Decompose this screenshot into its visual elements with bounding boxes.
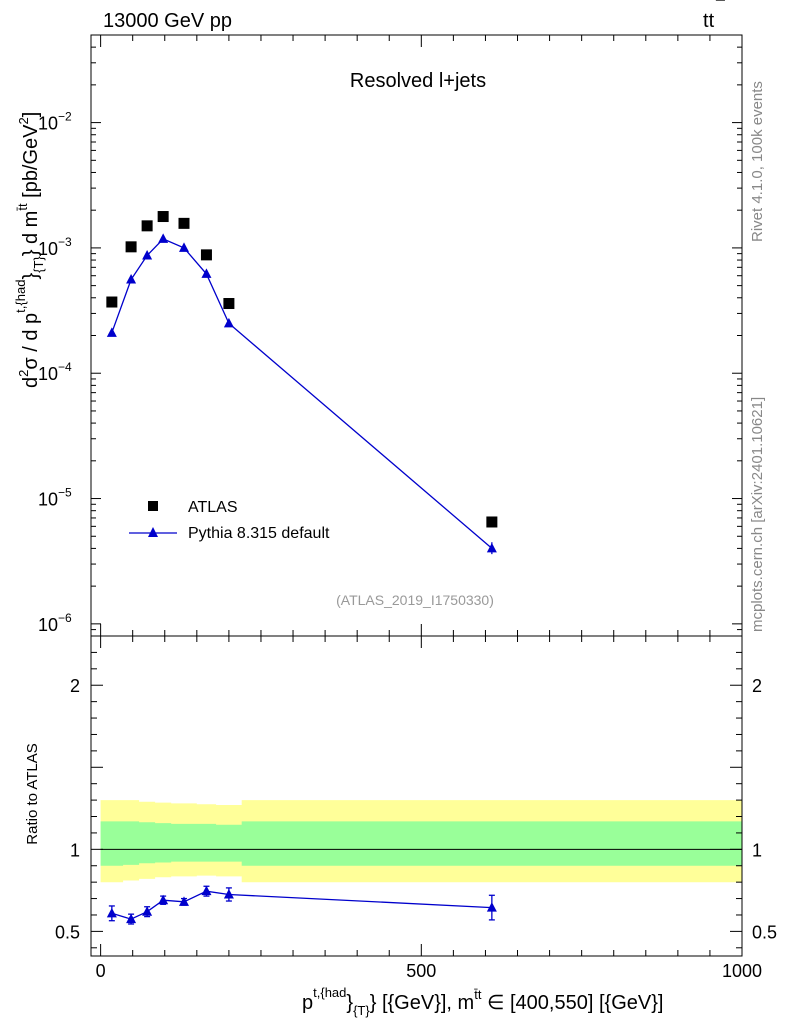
pythia-point bbox=[126, 273, 137, 284]
ratio-point bbox=[158, 894, 169, 905]
ratio-point bbox=[179, 896, 189, 906]
ratio-y-tick-label-right: 1 bbox=[752, 840, 762, 860]
pythia-point bbox=[179, 242, 189, 252]
atlas-point bbox=[486, 516, 498, 528]
ratio-plot-series bbox=[106, 885, 497, 925]
atlas-point bbox=[157, 211, 169, 223]
legend-pythia-marker bbox=[148, 527, 158, 537]
ratio-point bbox=[223, 888, 234, 899]
ratio-point bbox=[126, 913, 137, 924]
atlas-point bbox=[178, 217, 190, 229]
ratio-y-tick-label: 2 bbox=[70, 676, 80, 696]
ratio-line bbox=[111, 890, 492, 920]
pythia-point bbox=[223, 317, 234, 328]
svg-text:tt: tt bbox=[703, 10, 715, 32]
atlas-point bbox=[106, 296, 118, 308]
top-y-tick-label: 10−6 bbox=[38, 611, 72, 635]
watermark: (ATLAS_2019_I1750330) bbox=[336, 592, 494, 608]
energy-label: 13000 GeV pp bbox=[103, 10, 232, 32]
ratio-y-tick-label: 1 bbox=[70, 840, 80, 860]
process-overline: ¯ bbox=[715, 0, 725, 16]
top-ylabel: d2σ / d pt,{had}{T}} d mt̄t [pb/GeV2] bbox=[13, 112, 46, 388]
ratio-band-inner bbox=[100, 821, 743, 866]
ratio-point bbox=[106, 907, 117, 918]
mcplots-label: mcplots.cern.ch [arXiv:2401.10621] bbox=[749, 397, 766, 632]
process-tbar: t bbox=[709, 10, 715, 32]
ratio-x-tick-label: 0 bbox=[96, 961, 106, 981]
pythia-point bbox=[106, 327, 117, 337]
process-label: tt ¯ bbox=[703, 0, 725, 32]
ratio-point bbox=[486, 902, 497, 912]
top-plot-frame bbox=[90, 34, 743, 637]
atlas-point bbox=[141, 220, 153, 232]
ratio-y-tick-label: 0.5 bbox=[55, 922, 80, 942]
ratio-point bbox=[201, 885, 212, 896]
top-y-tick-label: 10−5 bbox=[38, 486, 72, 510]
top-plot-axes: 10−6 10−5 10−4 10−3 10−2 bbox=[38, 34, 743, 637]
top-plot-title: Resolved l+jets bbox=[350, 70, 486, 92]
pythia-line bbox=[111, 238, 493, 549]
legend-atlas-marker bbox=[148, 501, 158, 511]
top-plot-series bbox=[106, 211, 498, 555]
rivet-label: Rivet 4.1.0, 100k events bbox=[749, 81, 766, 242]
ratio-x-tick-label: 500 bbox=[406, 961, 436, 981]
atlas-point bbox=[223, 298, 235, 310]
legend-atlas-label: ATLAS bbox=[188, 499, 238, 516]
ratio-plot-bands bbox=[100, 800, 743, 883]
ratio-point bbox=[142, 906, 153, 916]
top-y-tick-label: 10−2 bbox=[38, 110, 72, 134]
ratio-plot-axes: 0 500 1000 0.5 0.5 1 1 2 2 bbox=[55, 636, 777, 981]
top-y-tick-label: 10−4 bbox=[38, 360, 72, 384]
ratio-ylabel: Ratio to ATLAS bbox=[24, 743, 41, 844]
top-y-tick-label: 10−3 bbox=[38, 235, 72, 259]
ratio-plot-frame bbox=[90, 635, 743, 957]
ratio-y-tick-label-right: 0.5 bbox=[752, 922, 777, 942]
legend-pythia-label: Pythia 8.315 default bbox=[188, 525, 330, 542]
pythia-point bbox=[158, 233, 169, 243]
ratio-x-tick-label: 1000 bbox=[722, 961, 762, 981]
pythia-point bbox=[201, 268, 212, 278]
pythia-point bbox=[142, 249, 153, 260]
ratio-y-tick-label-right: 2 bbox=[752, 676, 762, 696]
atlas-point bbox=[125, 241, 137, 253]
ratio-xlabel: pt,{had}{T}} [{GeV}], mt̄t ∈ [400,550] [… bbox=[302, 985, 663, 1018]
process-t: t bbox=[703, 10, 709, 32]
legend: ATLAS Pythia 8.315 default bbox=[129, 499, 330, 542]
atlas-point bbox=[200, 249, 212, 261]
